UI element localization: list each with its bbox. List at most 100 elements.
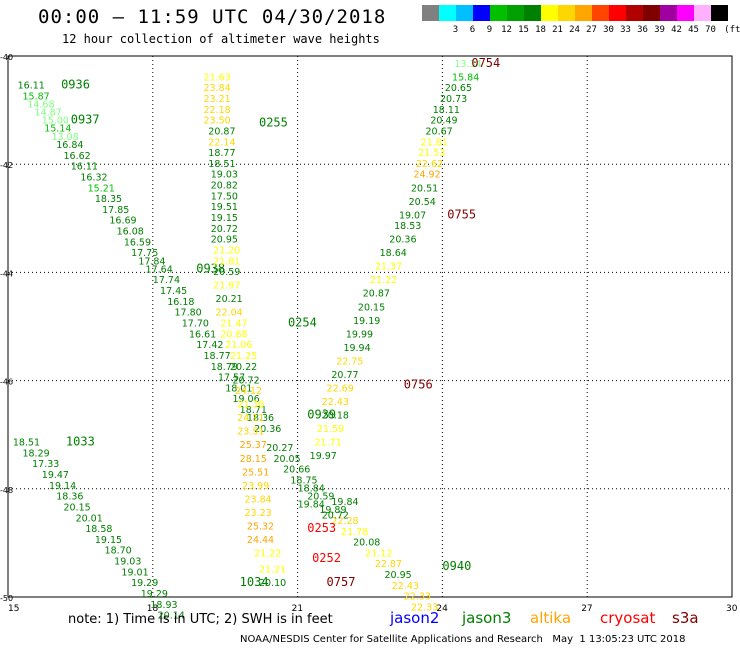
legend-label: 45 bbox=[688, 25, 699, 35]
data-point: 21.53 bbox=[418, 148, 445, 159]
data-point: 18.29 bbox=[22, 448, 49, 459]
mission-label-altika: altika bbox=[530, 609, 572, 627]
data-point: 20.49 bbox=[430, 116, 457, 127]
data-point: 17.80 bbox=[175, 308, 202, 319]
y-tick-label: -44 bbox=[0, 269, 13, 278]
data-point: 18.53 bbox=[394, 221, 421, 232]
data-point: 16.61 bbox=[189, 329, 216, 340]
legend-label: 36 bbox=[637, 25, 648, 35]
data-point: 16.69 bbox=[109, 216, 136, 227]
y-tick-label: -40 bbox=[0, 53, 13, 62]
data-point: 19.07 bbox=[399, 210, 426, 221]
data-point: 17.42 bbox=[196, 340, 223, 351]
legend-label: 33 bbox=[620, 25, 631, 35]
plot-frame bbox=[7, 55, 733, 598]
pass-time-label: 0253 bbox=[307, 521, 336, 535]
legend-swatch bbox=[592, 5, 609, 21]
data-point: 19.15 bbox=[95, 535, 122, 546]
data-point: 17.75 bbox=[131, 248, 158, 259]
data-point: 15.21 bbox=[88, 183, 115, 194]
data-point: 20.95 bbox=[384, 570, 411, 581]
data-point: 17.57 bbox=[218, 373, 245, 384]
data-point: 19.29 bbox=[131, 578, 158, 589]
legend-unit: (ft) bbox=[724, 25, 740, 35]
pass-time-label: 0252 bbox=[312, 551, 341, 565]
data-point: 21.59 bbox=[317, 424, 344, 435]
pass-time-label: 0937 bbox=[71, 113, 100, 127]
data-point: 21.71 bbox=[314, 438, 341, 449]
legend-swatch bbox=[677, 5, 694, 21]
data-point: 18.71 bbox=[240, 405, 267, 416]
data-point: 20.65 bbox=[445, 83, 472, 94]
data-point: 23.21 bbox=[203, 94, 230, 105]
data-point: 16.08 bbox=[117, 227, 144, 238]
data-point: 20.10 bbox=[259, 578, 286, 589]
data-point: 22.69 bbox=[327, 383, 354, 394]
data-point: 22.33 bbox=[404, 592, 431, 603]
data-point: 16.84 bbox=[56, 140, 83, 151]
mission-label-jason2: jason2 bbox=[390, 609, 440, 627]
data-point: 20.67 bbox=[426, 126, 453, 137]
data-point: 24.12 bbox=[235, 386, 262, 397]
chart-title: 00:00 – 11:59 UTC 04/30/2018 bbox=[38, 6, 387, 28]
data-point: 21.78 bbox=[341, 527, 368, 538]
pass-time-label: 0254 bbox=[288, 316, 317, 330]
x-tick-label: 21 bbox=[292, 604, 303, 614]
data-point: 19.29 bbox=[141, 589, 168, 600]
legend-swatch bbox=[558, 5, 575, 21]
data-point: 22.75 bbox=[336, 356, 363, 367]
data-point: 21.81 bbox=[213, 256, 240, 267]
data-point: 23.84 bbox=[203, 83, 230, 94]
data-point: 19.06 bbox=[232, 394, 259, 405]
data-point: 18.93 bbox=[150, 600, 177, 611]
legend-swatch bbox=[626, 5, 643, 21]
legend-swatch bbox=[439, 5, 456, 21]
data-point: 20.73 bbox=[440, 94, 467, 105]
pass-time-label: 1033 bbox=[66, 435, 95, 449]
data-point: 16.11 bbox=[18, 80, 45, 91]
data-point: 20.27 bbox=[266, 443, 293, 454]
legend-swatch bbox=[575, 5, 592, 21]
data-point: 15.87 bbox=[22, 91, 49, 102]
legend-swatch bbox=[456, 5, 473, 21]
data-point: 21.81 bbox=[421, 137, 448, 148]
x-tick-label: 30 bbox=[726, 604, 738, 614]
data-point: 21.63 bbox=[203, 72, 230, 83]
chart-subtitle: 12 hour collection of altimeter wave hei… bbox=[62, 32, 380, 46]
data-point: 19.97 bbox=[310, 451, 337, 462]
legend-label: 3 bbox=[452, 25, 459, 35]
data-point: 16.11 bbox=[71, 162, 98, 173]
legend-label: 70 bbox=[705, 25, 716, 35]
mission-label-jason3: jason3 bbox=[462, 609, 512, 627]
data-point: 20.14 bbox=[158, 611, 185, 622]
data-point: 20.72 bbox=[322, 511, 349, 522]
note-text: note: 1) Time is in UTC; 2) SWH is in fe… bbox=[68, 612, 333, 627]
pass-time-label: 0936 bbox=[61, 77, 90, 91]
data-point: 18.64 bbox=[380, 248, 407, 259]
data-point: 22.04 bbox=[216, 308, 243, 319]
legend-swatch bbox=[524, 5, 541, 21]
mission-label-s3a: s3a bbox=[672, 609, 699, 627]
pass-time-label: 0940 bbox=[442, 559, 471, 573]
data-point: 20.15 bbox=[358, 302, 385, 313]
legend-label: 42 bbox=[671, 25, 682, 35]
data-point: 18.77 bbox=[203, 351, 230, 362]
legend-swatch bbox=[507, 5, 524, 21]
data-point: 22.87 bbox=[375, 559, 402, 570]
data-point: 19.99 bbox=[346, 329, 373, 340]
pass-time-label: 1034 bbox=[240, 575, 269, 589]
data-point: 19.84 bbox=[298, 500, 325, 511]
data-point: 18.51 bbox=[13, 438, 40, 449]
data-point: 20.59 bbox=[307, 492, 334, 503]
data-point: 24.11 bbox=[237, 413, 264, 424]
data-point: 23.50 bbox=[203, 116, 230, 127]
y-tick-label: -46 bbox=[0, 378, 13, 387]
data-point: 13.08 bbox=[51, 132, 78, 143]
legend-swatch bbox=[473, 5, 490, 21]
data-point: 17.84 bbox=[138, 256, 165, 267]
data-point: 17.74 bbox=[153, 275, 180, 286]
y-tick-label: -42 bbox=[0, 161, 13, 170]
legend-swatch bbox=[541, 5, 558, 21]
legend-swatch bbox=[490, 5, 507, 21]
